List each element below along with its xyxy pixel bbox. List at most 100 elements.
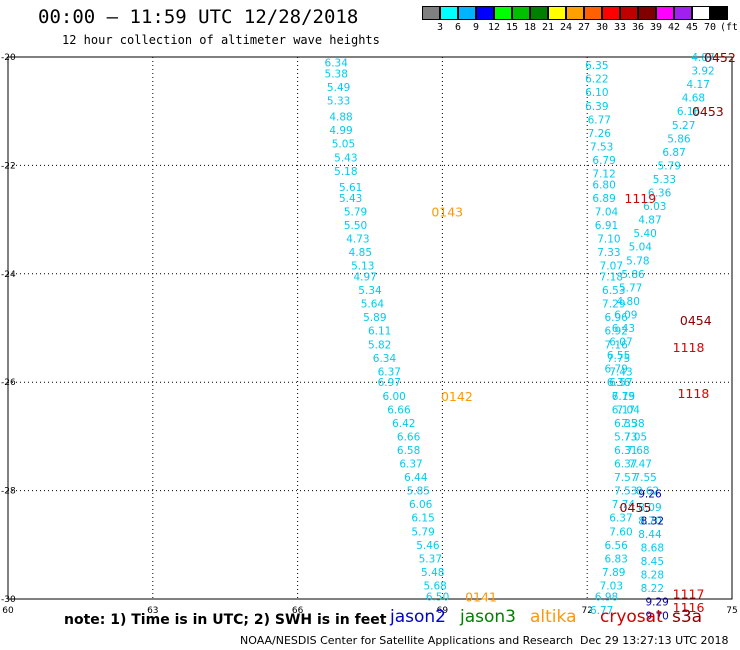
satellite-legend-cryosat: cryosat bbox=[600, 607, 663, 627]
data-point-label: 7.53 bbox=[590, 141, 613, 153]
data-point-label: 6.83 bbox=[604, 553, 627, 565]
data-point-label: 5.64 bbox=[361, 299, 385, 311]
data-point-label: 6.03 bbox=[643, 201, 666, 213]
colorbar-swatch bbox=[638, 6, 656, 20]
data-point-label: 6.97 bbox=[378, 377, 401, 389]
data-point-label: 5.05 bbox=[332, 139, 355, 151]
data-point-label: 5.68 bbox=[423, 580, 446, 592]
y-tick-label: -26 bbox=[1, 378, 16, 388]
colorbar-label: 24 bbox=[559, 22, 573, 33]
plot-frame bbox=[7, 56, 733, 600]
time-label: 1119 bbox=[624, 191, 656, 206]
data-point-label: 6.66 bbox=[397, 431, 421, 443]
x-tick-label: 72 bbox=[581, 606, 592, 616]
data-point-label: 5.79 bbox=[411, 526, 434, 538]
data-point-label: 6.36 bbox=[648, 188, 672, 200]
data-point-label: 5.79 bbox=[344, 206, 367, 218]
data-point-label: 5.89 bbox=[363, 312, 386, 324]
data-point-label: 6.91 bbox=[595, 220, 618, 232]
x-tick-label: 75 bbox=[726, 606, 737, 616]
data-point-label: 6.77 bbox=[590, 605, 613, 617]
data-point-label: 6.39 bbox=[585, 101, 608, 113]
colorbar-label: 15 bbox=[505, 22, 519, 33]
data-point-label: 7.29 bbox=[602, 299, 625, 311]
footer-note: note: 1) Time is in UTC; 2) SWH is in fe… bbox=[64, 612, 387, 628]
data-point-label: 5.82 bbox=[368, 339, 391, 351]
satellite-legend-altika: altika bbox=[530, 607, 577, 627]
data-point-label: 6.37 bbox=[609, 513, 632, 525]
data-point-label: 6.09 bbox=[614, 309, 637, 321]
data-point-label: 6.37 bbox=[614, 459, 637, 471]
footer-timestamp: Dec 29 13:27:13 UTC 2018 bbox=[580, 634, 729, 647]
data-point-label: 4.87 bbox=[638, 215, 661, 227]
data-point-label: 6.58 bbox=[397, 445, 420, 457]
data-point-label: 6.57 bbox=[609, 377, 632, 389]
time-label: 0454 bbox=[680, 313, 712, 328]
y-tick-label: -20 bbox=[1, 53, 16, 63]
colorbar-label: 3 bbox=[436, 22, 444, 33]
x-tick-label: 66 bbox=[292, 606, 304, 616]
data-point-label: 7.07 bbox=[600, 261, 623, 273]
colorbar-swatch bbox=[494, 6, 512, 20]
data-point-label: 7.55 bbox=[633, 472, 656, 484]
data-point-label: 5.38 bbox=[325, 68, 348, 80]
data-point-label: 5.04 bbox=[629, 242, 653, 254]
data-point-label: 6.35 bbox=[614, 418, 637, 430]
data-point-label: 6.66 bbox=[387, 404, 411, 416]
data-point-label: 6.55 bbox=[607, 350, 630, 362]
data-point-label: 5.33 bbox=[653, 174, 676, 186]
colorbar-label: 6 bbox=[454, 22, 462, 33]
data-point-label: 7.03 bbox=[600, 580, 623, 592]
colorbar-swatch bbox=[602, 6, 620, 20]
data-point-label: 4.85 bbox=[349, 247, 372, 259]
data-point-label: 5.77 bbox=[619, 282, 642, 294]
time-label: 1118 bbox=[673, 340, 705, 355]
time-label: 1117 bbox=[673, 587, 705, 602]
data-point-label: 7.26 bbox=[588, 128, 612, 140]
time-label: 0453 bbox=[692, 104, 724, 119]
data-point-label: 5.49 bbox=[327, 82, 350, 94]
data-point-label: 6.16 bbox=[677, 106, 701, 118]
colorbar-swatch bbox=[476, 6, 494, 20]
data-point-label: 8.09 bbox=[638, 502, 661, 514]
colorbar-label: 30 bbox=[595, 22, 609, 33]
data-point-label: 3.92 bbox=[691, 66, 714, 78]
data-point-label: 6.56 bbox=[604, 540, 628, 552]
data-point-label: 8.28 bbox=[641, 570, 664, 582]
satellite-legend-jason2: jason2 bbox=[390, 607, 446, 627]
data-point-label: 6.22 bbox=[585, 74, 608, 86]
data-point-label: 5.40 bbox=[633, 228, 656, 240]
time-label: 1118 bbox=[677, 386, 709, 401]
data-point-label: 6.96 bbox=[604, 312, 628, 324]
colorbar-label: 9 bbox=[472, 22, 480, 33]
data-point-label: 6.79 bbox=[592, 155, 615, 167]
colorbar-swatch bbox=[584, 6, 602, 20]
colorbar-label: 33 bbox=[613, 22, 627, 33]
data-point-label: 6.98 bbox=[595, 591, 618, 603]
colorbar-swatch bbox=[566, 6, 584, 20]
data-point-label: 6.31 bbox=[614, 445, 637, 457]
time-label: 0142 bbox=[441, 389, 473, 404]
data-point-label: 8.22 bbox=[641, 583, 664, 595]
colorbar-label: 27 bbox=[577, 22, 591, 33]
colorbar-swatch bbox=[422, 6, 440, 20]
y-tick-label: -22 bbox=[1, 161, 16, 171]
data-point-label: 7.43 bbox=[609, 366, 632, 378]
data-point-label: 6.53 bbox=[602, 285, 625, 297]
data-point-label: 4.87 bbox=[691, 52, 714, 64]
time-label: 1116 bbox=[673, 600, 705, 615]
data-point-label: 5.50 bbox=[344, 220, 367, 232]
colorbar-label: 45 bbox=[685, 22, 699, 33]
data-point-label: 7.04 bbox=[595, 206, 619, 218]
data-point-label: 6.89 bbox=[592, 193, 615, 205]
data-point-label: 5.61 bbox=[339, 182, 362, 194]
data-point-label: 6.44 bbox=[404, 472, 428, 484]
data-point-label: 5.79 bbox=[658, 160, 681, 172]
data-point-label: 8.70 bbox=[638, 515, 661, 527]
y-tick-label: -24 bbox=[1, 270, 16, 280]
data-point-label: 6.10 bbox=[585, 87, 608, 99]
data-point-label: 5.43 bbox=[334, 152, 357, 164]
satellite-legend-s3a: s3a bbox=[672, 607, 703, 627]
